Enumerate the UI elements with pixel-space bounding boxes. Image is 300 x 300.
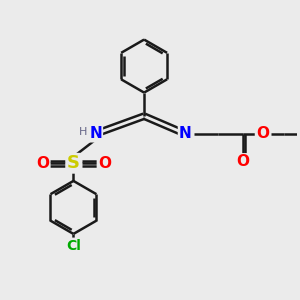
Text: O: O xyxy=(236,154,249,169)
Text: N: N xyxy=(89,126,102,141)
Text: O: O xyxy=(36,156,49,171)
Text: N: N xyxy=(179,126,192,141)
Text: Cl: Cl xyxy=(66,239,81,253)
Text: S: S xyxy=(67,154,80,172)
Text: H: H xyxy=(79,127,87,137)
Text: O: O xyxy=(256,126,269,141)
Text: O: O xyxy=(98,156,111,171)
